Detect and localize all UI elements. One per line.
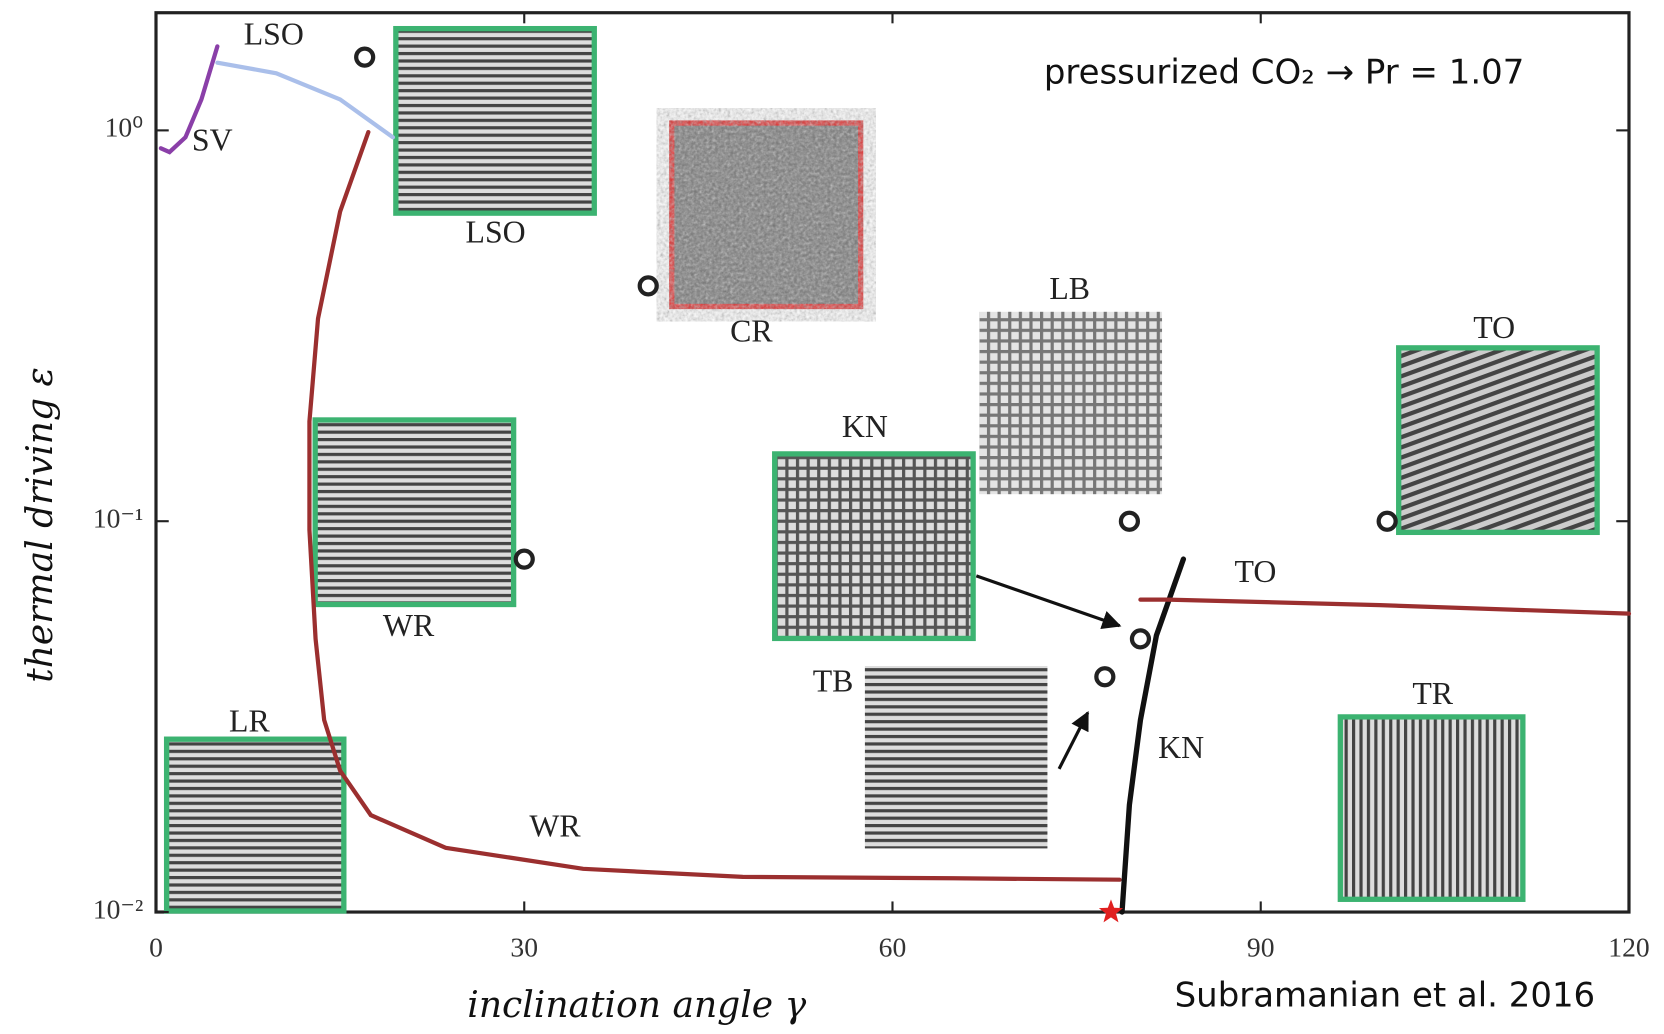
- x-tick-label: 30: [510, 932, 538, 963]
- state-point: [354, 46, 376, 68]
- state-point: [1118, 510, 1141, 532]
- y-tick-label: 10⁻¹: [93, 503, 143, 534]
- region-label: WR: [383, 608, 435, 643]
- region-label: WR: [529, 809, 581, 844]
- state-point: [1094, 666, 1116, 688]
- curve: [158, 44, 220, 155]
- insets: [163, 25, 1600, 914]
- arrow: [1057, 710, 1090, 770]
- region-label: LB: [1049, 271, 1090, 306]
- curve: [1119, 556, 1187, 915]
- inset-tb: [864, 666, 1048, 849]
- x-tick-label: 0: [149, 932, 163, 963]
- region-label: KN: [842, 409, 888, 444]
- curve: [1138, 597, 1632, 616]
- note: pressurized CO₂ → Pr = 1.07: [1044, 53, 1525, 93]
- inset-wr: [312, 417, 517, 608]
- curve: [215, 60, 396, 140]
- y-axis-label: thermal driving ε: [19, 367, 61, 683]
- inset-lr: [163, 736, 347, 914]
- source: Subramanian et al. 2016: [1175, 975, 1596, 1015]
- inset-kn: [772, 451, 976, 642]
- inset-lb: [979, 311, 1163, 495]
- region-label: CR: [730, 313, 773, 348]
- curve: [307, 129, 1122, 882]
- x-tick-label: 90: [1247, 932, 1275, 963]
- state-point: [513, 548, 535, 570]
- region-label: TR: [1412, 676, 1453, 711]
- y-tick-label: 10⁻²: [93, 893, 143, 924]
- region-label: TO: [1473, 310, 1515, 345]
- region-label: TO: [1234, 554, 1276, 589]
- x-axis-label: inclination angle γ: [467, 984, 806, 1026]
- arrow: [975, 574, 1122, 630]
- y-tick-label: 10⁰: [105, 112, 144, 143]
- state-point: [1129, 628, 1152, 650]
- region-label: TB: [813, 663, 854, 698]
- state-point: [1376, 510, 1398, 532]
- region-label: LSO: [466, 215, 526, 250]
- region-label: LR: [229, 704, 270, 739]
- inset-cr-texture: [674, 126, 858, 304]
- inset-tr: [1337, 714, 1526, 902]
- x-tick-label: 60: [879, 932, 907, 963]
- region-label: LSO: [244, 16, 304, 51]
- inset-lso: [393, 25, 597, 216]
- inset-to: [1396, 345, 1600, 536]
- region-label: KN: [1158, 730, 1204, 765]
- region-label: SV: [192, 122, 233, 157]
- state-point: [637, 275, 659, 297]
- x-tick-label: 120: [1608, 932, 1649, 963]
- codimension-point: [1098, 899, 1124, 923]
